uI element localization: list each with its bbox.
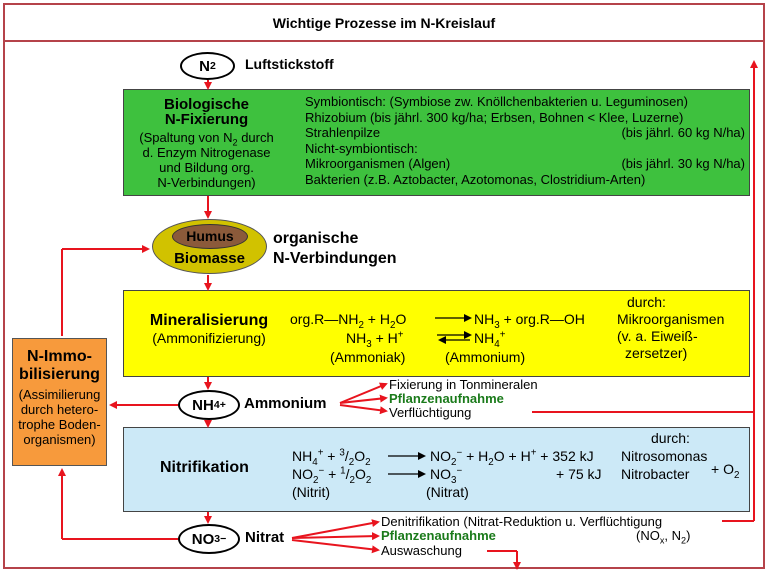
nitrification-heading: Nitrifikation (160, 459, 249, 476)
no3-fate-denitrification: Denitrifikation (Nitrat-Reduktion u. Ver… (381, 514, 663, 529)
mineral-product-1: NH3 + org.R—OH (474, 311, 585, 331)
oxygen-label: + O2 (711, 461, 740, 481)
mineral-agents: durch: Mikroorganismen (v. a. Eiweiß- ze… (617, 294, 725, 361)
nitri-energy-2: + 75 kJ (556, 466, 602, 482)
fixation-heading: Biologische N-Fixierung (Spaltung von N2… (139, 96, 274, 190)
ammonium-label: (Ammonium) (445, 349, 526, 365)
nitrit-label: (Nitrit) (292, 484, 331, 500)
nh4-fate-volatil: Verflüchtigung (389, 405, 472, 420)
nitri-reactant-2: NO2− + 1/2O2 (292, 465, 372, 486)
mineralisation-box (123, 290, 750, 377)
nh4-name: Ammonium (244, 395, 327, 412)
immobilisation-text: N-Immo- bilisierung (Assimilierung durch… (18, 348, 101, 447)
mineralisation-heading: Mineralisierung (Ammonifizierung) (149, 312, 269, 346)
humus-ellipse (172, 224, 248, 249)
no3-name: Nitrat (245, 529, 285, 546)
mineral-equation-1: org.R—NH2 + H2O (290, 311, 407, 331)
nitrosomonas-label: Nitrosomonas (621, 448, 708, 464)
nitrification-box (123, 427, 750, 512)
nitri-reactant-1: NH4+ + 3/2O2 (292, 447, 371, 468)
organic-n-label: organische N-Verbindungen (273, 230, 397, 267)
page-title: Wichtige Prozesse im N-Kreislauf (3, 3, 765, 42)
fixation-details: Symbiontisch: (Symbiose zw. Knöllchenbak… (305, 94, 745, 187)
no3-node: NO 3− (178, 524, 240, 554)
nh4-fate-clay: Fixierung in Tonmineralen (389, 377, 538, 392)
mineral-product-2: NH4+ (474, 329, 506, 350)
mineral-equation-2: NH3 + H+ (346, 329, 404, 350)
nitrat-label: (Nitrat) (426, 484, 469, 500)
nitri-product-2: NO3− (430, 465, 463, 486)
no3-fate-plant: Pflanzenaufnahme (381, 528, 496, 543)
humus-label: Humus (186, 228, 234, 244)
immobilisation-box (12, 338, 107, 466)
biomass-label: Biomasse (174, 250, 245, 267)
fixation-box (123, 89, 750, 196)
nh4-fate-plant: Pflanzenaufnahme (389, 391, 504, 406)
nitri-by: durch: (651, 430, 690, 446)
nitri-product-1: NO2− + H2O + H+ + 352 kJ (430, 447, 594, 468)
nitrobacter-label: Nitrobacter (621, 466, 690, 482)
gas-products: (NOx, N2) (636, 528, 691, 546)
no3-fate-leaching: Auswaschung (381, 543, 462, 558)
n2-name: Luftstickstoff (245, 56, 334, 72)
ammoniak-label: (Ammoniak) (330, 349, 406, 365)
nh4-node: NH 4 + (178, 390, 240, 420)
